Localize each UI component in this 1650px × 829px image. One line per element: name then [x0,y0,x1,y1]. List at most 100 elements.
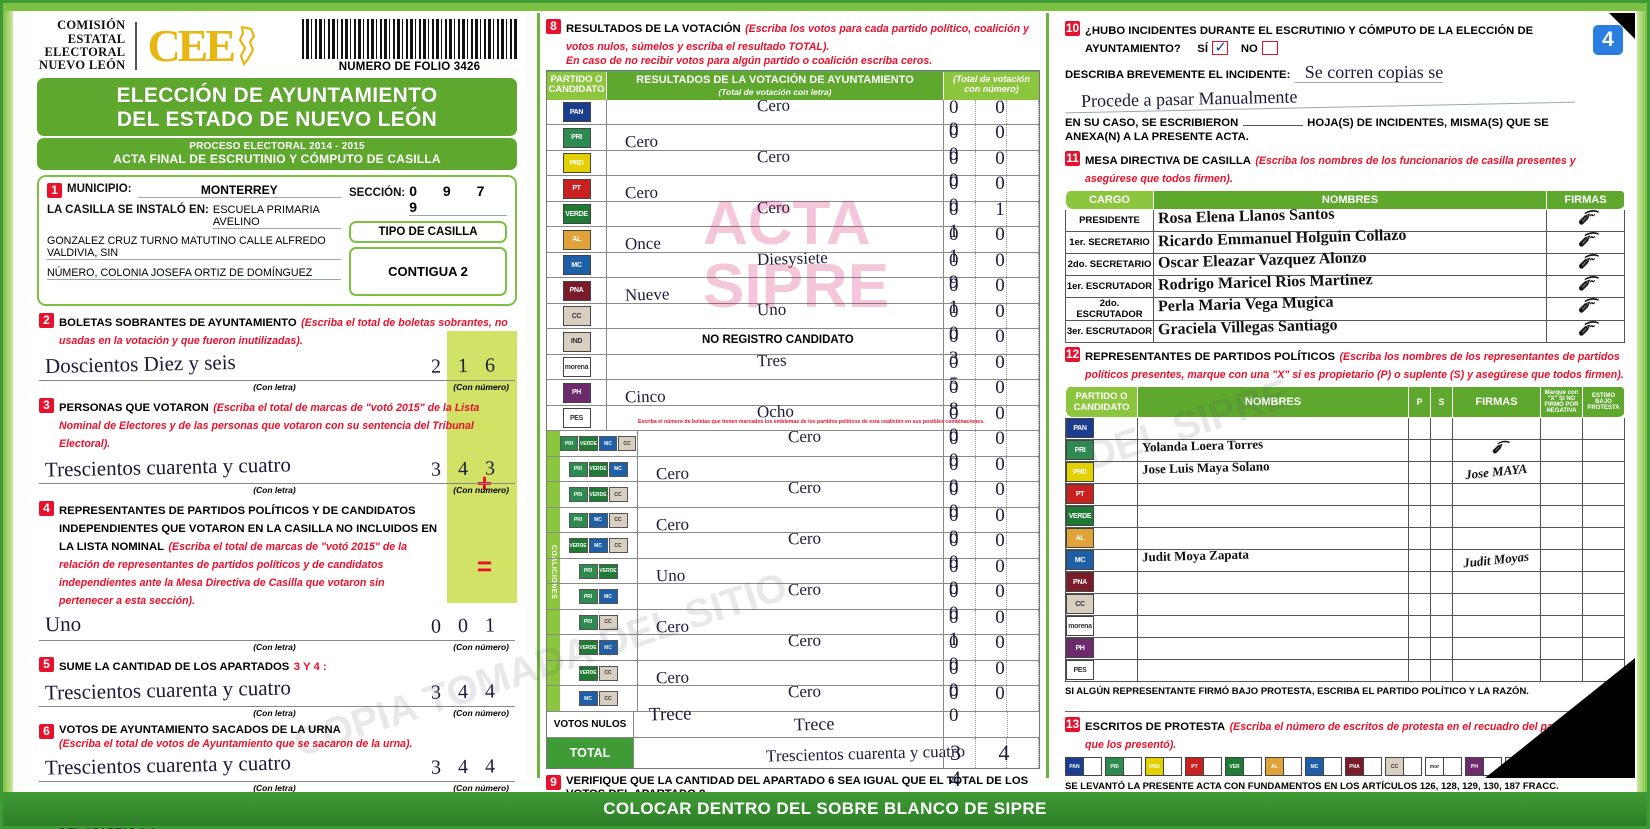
votos-nulos-letra[interactable]: Trece [648,703,692,726]
protest-box-prd[interactable]: PRD [1145,757,1182,777]
address-line-3[interactable]: NÚMERO, COLONIA JOSEFA ORTIZ DE DOMÍNGUE… [47,267,341,281]
protest-box-mc[interactable]: MC [1305,757,1342,777]
result-row-num[interactable]: 0 0 0 [949,96,1021,140]
result-row-letra-cell[interactable]: Diesysiete [607,248,943,278]
mesa-firma-cell[interactable]: ✐͡˜ [1546,252,1625,276]
result-row-num-cell[interactable]: 0 1 1 [943,199,1040,242]
coalition-row-num[interactable]: 0 0 0 [949,555,1021,599]
result-row-letra-cell[interactable]: Cero [607,197,943,227]
rep-firma-cell[interactable] [1452,614,1541,638]
votos-nulos-letra-2[interactable]: Trece [793,713,835,735]
protest-count-box[interactable] [1123,758,1141,776]
rep-firma-cell[interactable] [1452,504,1541,528]
coalition-row-letra[interactable]: Cero [655,616,690,637]
coalition-row-letra[interactable]: Cero [787,528,822,549]
result-row-num-cell[interactable]: 0 0 8 [943,377,1040,420]
rep-negativa-checkbox[interactable] [1540,504,1583,528]
coalition-row-num-cell[interactable]: 0 0 0 [943,581,1040,624]
result-row-letra[interactable]: Uno [756,299,787,320]
rep-nombre[interactable]: Judit Moya Zapata [1141,546,1250,564]
rep-suplente-checkbox[interactable] [1430,548,1453,572]
protest-count-box[interactable] [1203,758,1221,776]
result-row-letra-cell[interactable]: Uno [607,300,943,329]
rep-protesta-checkbox[interactable] [1582,482,1625,506]
result-row-num[interactable]: 0 0 5 [949,351,1021,395]
coalition-row-num-cell[interactable]: 0 0 0 [943,683,1040,726]
rep-negativa-checkbox[interactable] [1540,438,1583,462]
rep-suplente-checkbox[interactable] [1430,658,1453,682]
address-line-2[interactable]: GONZALEZ CRUZ TURNO MATUTINO CALLE ALFRE… [47,235,341,261]
mesa-nombre[interactable]: Rosa Elena Llanos Santos [1157,205,1335,227]
rep-suplente-checkbox[interactable] [1430,526,1453,550]
section-5-writeline[interactable]: Trescientos cuarenta y cuatro 3 4 4 (Con… [39,675,515,718]
rep-protesta-checkbox[interactable] [1582,592,1625,616]
coalition-row-letra-cell[interactable]: Cero Escriba el número de boletas que tie… [638,419,985,456]
result-row-letra[interactable]: Cinco [624,386,666,407]
result-row-num[interactable]: 0 0 1 [949,275,1021,319]
rep-suplente-checkbox[interactable] [1430,438,1453,462]
coalition-row-num-cell[interactable]: 0 0 1 [943,607,1040,650]
result-row-num[interactable]: 0 0 9 [949,249,1021,293]
rep-firma-cell[interactable]: ✐͡ [1452,438,1541,462]
result-row-num-cell[interactable]: 0 0 9 [943,250,1040,293]
result-row-num[interactable]: 0 0 0 [949,300,1021,344]
rep-propietario-checkbox[interactable] [1408,614,1431,638]
coalition-row-num[interactable]: 0 0 0 [949,632,1021,676]
result-row-num[interactable]: 0 0 3 [949,326,1021,370]
rep-protesta-checkbox[interactable] [1582,614,1625,638]
rep-propietario-checkbox[interactable] [1408,416,1431,440]
result-row-letra-cell[interactable]: Cero [607,146,943,176]
result-row-num-cell[interactable]: 0 0 0 [943,122,1040,165]
section-6-writeline[interactable]: Trescientos cuarenta y cuatro 3 4 4 (Con… [39,751,515,793]
protest-count-box[interactable] [1283,758,1301,776]
protest-box-pri[interactable]: PRI [1105,757,1142,777]
coalition-row-num-cell[interactable]: 0 0 0 [943,530,1040,573]
result-row-letra[interactable]: Once [624,233,662,254]
rep-firma-cell[interactable] [1452,592,1541,616]
protest-count-box[interactable] [1323,758,1341,776]
coalition-row-num[interactable]: 0 0 0 [949,657,1021,701]
protest-count-box[interactable] [1363,758,1381,776]
incident-line-1[interactable]: Se corren copias se [1294,62,1444,83]
mesa-nombre[interactable]: Perla Maria Vega Mugica [1157,293,1334,315]
rep-suplente-checkbox[interactable] [1430,592,1453,616]
coalition-row-letra[interactable]: Cero [655,514,690,535]
result-row-num[interactable]: 0 0 0 [949,122,1021,166]
coalition-row-letra[interactable]: Cero [787,426,822,447]
coalition-row-letra-cell[interactable]: Cero [638,580,943,609]
coalition-row-num-cell[interactable]: 0 0 0 [943,632,1040,675]
coalition-row-num-cell[interactable]: 0 0 0 [943,505,1040,548]
coalition-row-num[interactable]: 0 0 1 [949,606,1021,650]
result-row-num[interactable]: 0 0 8 [949,377,1021,421]
rep-propietario-checkbox[interactable] [1408,526,1431,550]
rep-nombre[interactable]: Jose Luis Maya Solano [1141,457,1270,477]
section-4-writeline[interactable]: Uno 0 0 1 (Con letra) (Con número) [39,611,515,652]
rep-negativa-checkbox[interactable] [1540,548,1583,572]
rep-propietario-checkbox[interactable] [1408,460,1431,484]
address-line-1[interactable]: ESCUELA PRIMARIA AVELINO [212,204,341,230]
no-checkbox[interactable] [1262,40,1279,55]
result-row-letra-cell[interactable]: Once [607,227,943,254]
rep-nombre[interactable]: Yolanda Loera Torres [1141,435,1264,455]
rep-nombre-cell[interactable]: Jose Luis Maya Solano [1137,457,1409,484]
rep-nombre-cell[interactable]: Judit Moya Zapata [1137,546,1409,572]
section-4-value-numero[interactable]: 0 0 1 [430,614,502,638]
coalition-row-letra[interactable]: Cero [655,667,690,688]
rep-protesta-checkbox[interactable] [1582,548,1625,572]
rep-firma-cell[interactable]: Jose MAYA [1452,460,1541,484]
coalition-row-num[interactable]: 0 0 0 [949,504,1021,548]
mesa-firma-cell[interactable]: ✐͡˜ [1546,274,1625,298]
rep-nombre-cell[interactable] [1137,482,1409,506]
mesa-nombre[interactable]: Oscar Eleazar Vazquez Alonzo [1157,248,1367,272]
rep-negativa-checkbox[interactable] [1540,526,1583,550]
rep-negativa-checkbox[interactable] [1540,482,1583,506]
protest-box-morena[interactable]: mor [1425,757,1462,777]
rep-firma-cell[interactable] [1452,526,1541,550]
section-3-writeline[interactable]: Trescientos cuarenta y cuatro 3 4 3 (Con… [39,452,515,495]
rep-negativa-checkbox[interactable] [1540,614,1583,638]
coalition-row-letra[interactable]: Cero [787,681,822,702]
mesa-nombre-cell[interactable]: Rodrigo Maricel Rios Martinez [1153,271,1547,298]
coalition-row-num-cell[interactable]: 0 0 0 [943,454,1040,497]
rep-suplente-checkbox[interactable] [1430,416,1453,440]
protest-count-box[interactable] [1163,758,1181,776]
